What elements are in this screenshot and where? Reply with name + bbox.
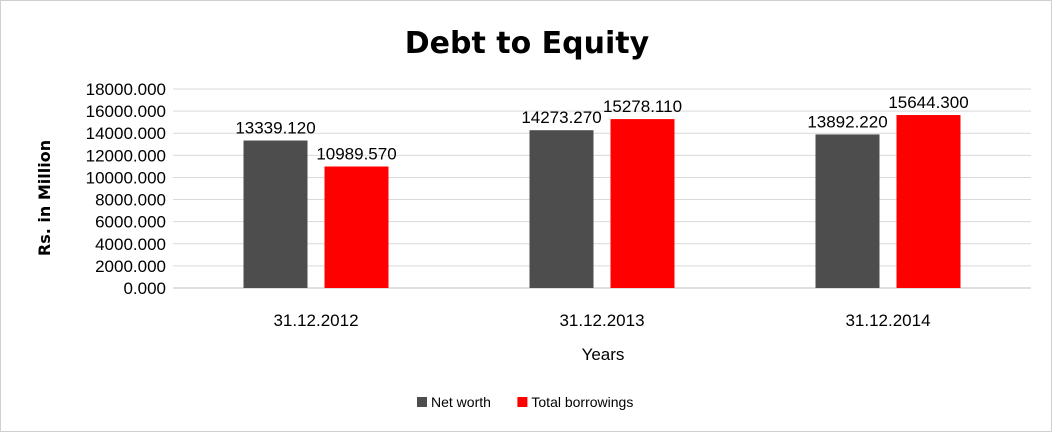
data-label: 15644.300: [888, 93, 968, 112]
data-label: 14273.270: [521, 108, 601, 127]
y-tick-label: 12000.000: [86, 146, 166, 165]
bar: [243, 140, 308, 288]
y-tick-label: 18000.000: [86, 80, 166, 99]
chart-title: Debt to Equity: [405, 26, 650, 61]
x-axis-label: Years: [582, 345, 625, 364]
legend-label: Total borrowings: [531, 394, 633, 410]
x-tick-label: 31.12.2014: [845, 311, 930, 330]
data-label: 15278.110: [603, 97, 682, 116]
y-tick-label: 10000.000: [86, 168, 166, 187]
y-tick-label: 0.000: [123, 279, 166, 298]
x-axis-ticks: 31.12.2012 31.12.2013 31.12.2014: [273, 311, 930, 330]
bar: [815, 134, 880, 288]
y-tick-label: 6000.000: [95, 213, 166, 232]
legend-swatch: [517, 397, 528, 407]
x-tick-label: 31.12.2013: [559, 311, 644, 330]
legend-swatch: [417, 397, 427, 407]
y-axis-label: Rs. in Million: [35, 140, 54, 256]
legend: Net worth Total borrowings: [417, 394, 633, 410]
bar: [610, 119, 675, 288]
y-tick-label: 4000.000: [95, 235, 166, 254]
bars: [243, 115, 961, 288]
legend-label: Net worth: [431, 394, 491, 410]
bar: [896, 115, 961, 288]
y-axis-ticks: 0.000 2000.000 4000.000 6000.000 8000.000 100…: [86, 80, 166, 298]
data-label: 13892.220: [807, 112, 887, 131]
y-tick-label: 16000.000: [86, 102, 166, 121]
y-tick-label: 2000.000: [95, 257, 166, 276]
data-label: 13339.120: [235, 119, 315, 138]
grid-lines: [173, 88, 1031, 289]
bar: [324, 166, 389, 288]
x-tick-label: 31.12.2012: [273, 311, 358, 330]
bar: [529, 130, 594, 288]
data-label: 10989.570: [316, 145, 396, 164]
y-tick-label: 14000.000: [86, 124, 166, 143]
y-tick-label: 8000.000: [95, 191, 166, 210]
